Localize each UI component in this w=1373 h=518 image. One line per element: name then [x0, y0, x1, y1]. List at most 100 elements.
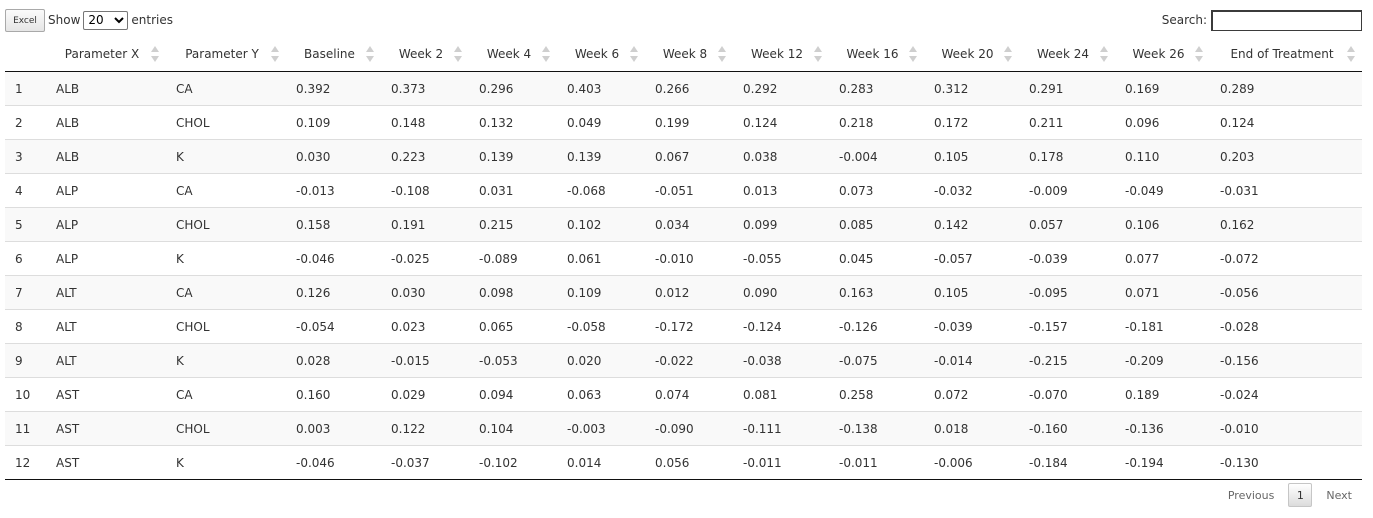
table-cell: CA	[166, 173, 286, 208]
sort-icon	[718, 46, 726, 62]
table-cell: -0.056	[1210, 275, 1362, 310]
table-cell: -0.184	[1019, 445, 1115, 480]
table-cell: AST	[46, 445, 166, 480]
table-cell: 0.148	[381, 105, 469, 140]
table-cell: 0.110	[1115, 139, 1210, 174]
column-header[interactable]: Parameter Y	[166, 37, 286, 72]
table-cell: -0.013	[286, 173, 381, 208]
sort-icon	[366, 46, 374, 62]
table-cell: -0.011	[733, 445, 829, 480]
table-row: 8 ALT CHOL -0.054 0.023 0.065 -0.058 -0.172 -0.1…	[5, 309, 1362, 344]
previous-page-button[interactable]: Previous	[1227, 488, 1275, 502]
table-row: 6 ALP K -0.046 -0.025 -0.089 0.061 -0.010 -0.055…	[5, 241, 1362, 276]
next-page-button[interactable]: Next	[1326, 488, 1352, 502]
column-header[interactable]: Week 4	[469, 37, 557, 72]
column-header[interactable]: Parameter X	[46, 37, 166, 72]
table-cell: -0.039	[924, 309, 1019, 344]
column-header[interactable]: Week 26	[1115, 37, 1210, 72]
entries-length-control: Show 102050100 entries	[48, 10, 173, 30]
table-cell: 0.012	[645, 275, 733, 310]
table-cell: ALP	[46, 173, 166, 208]
table-cell: ALT	[46, 343, 166, 378]
table-cell: 9	[5, 343, 46, 378]
column-header[interactable]: Week 12	[733, 37, 829, 72]
table-cell: 0.109	[286, 105, 381, 140]
table-cell: 0.073	[829, 173, 924, 208]
table-cell: 0.109	[557, 275, 645, 310]
table-row: 12 AST K -0.046 -0.037 -0.102 0.014 0.056 -0.011…	[5, 445, 1362, 480]
table-cell: 0.056	[645, 445, 733, 480]
table-cell: 0.215	[469, 207, 557, 242]
table-cell: 0.203	[1210, 139, 1362, 174]
table-row: 7 ALT CA 0.126 0.030 0.098 0.109 0.012 0.090 0.16…	[5, 275, 1362, 310]
table-cell: 0.106	[1115, 207, 1210, 242]
column-header[interactable]: Week 6	[557, 37, 645, 72]
table-cell: 0.028	[286, 343, 381, 378]
table-header-row: Parameter X Parameter Y Baseline Week 2 Week…	[5, 37, 1362, 72]
table-cell: 0.071	[1115, 275, 1210, 310]
table-cell: -0.075	[829, 343, 924, 378]
table-cell: -0.015	[381, 343, 469, 378]
table-cell: -0.068	[557, 173, 645, 208]
table-cell: -0.037	[381, 445, 469, 480]
column-header[interactable]: Week 8	[645, 37, 733, 72]
column-header-label: Week 6	[574, 47, 620, 61]
table-cell: 0.081	[733, 377, 829, 412]
column-header-label: Week 8	[662, 47, 708, 61]
table-cell: 0.029	[381, 377, 469, 412]
table-cell: CHOL	[166, 207, 286, 242]
table-cell: 0.132	[469, 105, 557, 140]
table-cell: -0.209	[1115, 343, 1210, 378]
table-cell: 0.122	[381, 411, 469, 446]
excel-export-button[interactable]: Excel	[5, 9, 45, 32]
table-body: 1 ALB CA 0.392 0.373 0.296 0.403 0.266 0.292 0.28…	[5, 71, 1362, 480]
table-cell: 0.292	[733, 71, 829, 106]
table-cell: 12	[5, 445, 46, 480]
table-cell: -0.124	[733, 309, 829, 344]
table-cell: 2	[5, 105, 46, 140]
table-cell: CA	[166, 71, 286, 106]
table-cell: -0.014	[924, 343, 1019, 378]
column-header[interactable]: Baseline	[286, 37, 381, 72]
table-cell: -0.024	[1210, 377, 1362, 412]
table-cell: CA	[166, 275, 286, 310]
table-cell: 5	[5, 207, 46, 242]
table-cell: K	[166, 139, 286, 174]
table-cell: -0.010	[645, 241, 733, 276]
table-cell: -0.160	[1019, 411, 1115, 446]
column-header-label: Parameter X	[64, 47, 140, 61]
column-header[interactable]: Week 16	[829, 37, 924, 72]
table-row: 1 ALB CA 0.392 0.373 0.296 0.403 0.266 0.292 0.28…	[5, 71, 1362, 106]
search-control: Search:	[1162, 8, 1362, 32]
table-cell: -0.025	[381, 241, 469, 276]
column-header[interactable]: Week 20	[924, 37, 1019, 72]
table-cell: -0.181	[1115, 309, 1210, 344]
sort-icon	[909, 46, 917, 62]
sort-icon	[814, 46, 822, 62]
table-cell: 0.289	[1210, 71, 1362, 106]
table-cell: 0.191	[381, 207, 469, 242]
search-input[interactable]	[1211, 9, 1362, 31]
table-cell: ALB	[46, 139, 166, 174]
page-1-button[interactable]: 1	[1288, 483, 1313, 507]
correlation-table: Parameter X Parameter Y Baseline Week 2 Week…	[5, 37, 1362, 480]
table-cell: -0.053	[469, 343, 557, 378]
table-cell: -0.039	[1019, 241, 1115, 276]
table-cell: 0.199	[645, 105, 733, 140]
table-cell: 0.063	[557, 377, 645, 412]
table-cell: 0.163	[829, 275, 924, 310]
table-cell: ALP	[46, 207, 166, 242]
table-cell: 0.312	[924, 71, 1019, 106]
entries-label: entries	[131, 13, 173, 27]
column-header[interactable]: End of Treatment	[1210, 37, 1362, 72]
column-header[interactable]: Week 2	[381, 37, 469, 72]
table-cell: 7	[5, 275, 46, 310]
table-cell: 0.030	[286, 139, 381, 174]
table-cell: -0.194	[1115, 445, 1210, 480]
table-cell: 3	[5, 139, 46, 174]
column-header[interactable]: Week 24	[1019, 37, 1115, 72]
table-cell: 11	[5, 411, 46, 446]
table-cell: -0.009	[1019, 173, 1115, 208]
table-cell: K	[166, 445, 286, 480]
entries-per-page-select[interactable]: 102050100	[83, 10, 129, 30]
